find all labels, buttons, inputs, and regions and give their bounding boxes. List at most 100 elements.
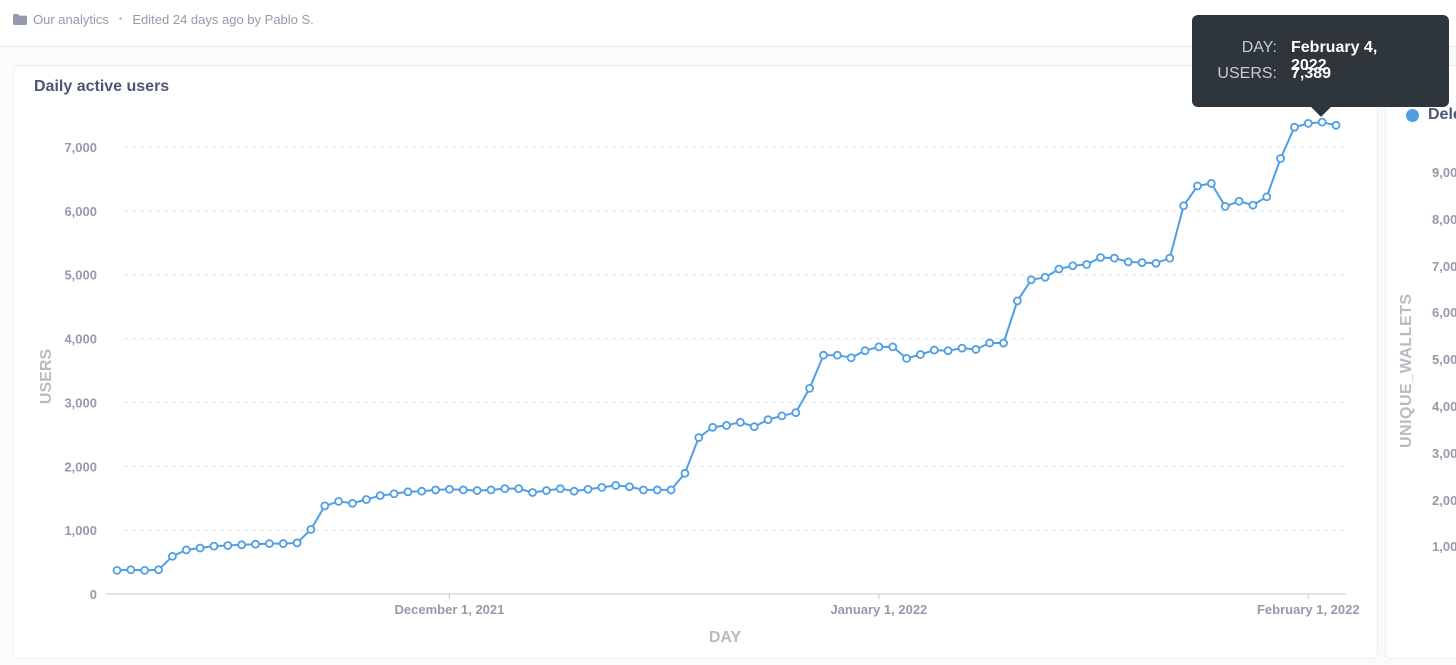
data-point[interactable] [1082,260,1092,269]
data-point[interactable] [168,551,177,561]
data-point[interactable] [375,491,385,501]
data-point[interactable] [223,541,233,550]
data-point[interactable] [638,485,648,495]
data-point[interactable] [237,540,247,550]
data-point[interactable] [112,565,122,575]
data-point[interactable] [1290,122,1299,132]
data-point[interactable] [735,417,745,427]
card-title[interactable]: Daily active users [34,78,170,95]
data-point[interactable] [722,421,731,430]
data-point[interactable] [583,484,593,494]
data-point[interactable] [1262,192,1272,202]
data-point[interactable] [569,486,579,496]
data-point[interactable] [361,495,371,504]
side-chart-card: e Dele UNIQUE_WALLETS 9,008,007,006,005,… [1385,65,1456,659]
data-point[interactable] [763,415,773,425]
data-point[interactable] [320,501,330,511]
data-point[interactable] [888,342,898,352]
data-point[interactable] [1303,118,1313,128]
data-point[interactable] [181,545,191,555]
data-point[interactable] [209,541,219,551]
data-point[interactable] [278,539,288,548]
data-point[interactable] [306,525,316,534]
data-point[interactable] [1193,181,1202,191]
y-tick-label: 2,000 [64,459,97,474]
data-point[interactable] [486,485,496,495]
data-point[interactable] [1096,253,1105,262]
data-point[interactable] [971,345,981,354]
data-point[interactable] [1206,178,1216,188]
data-point[interactable] [929,345,939,355]
data-point[interactable] [819,350,828,360]
side-y-tick: 6,00 [1432,305,1456,321]
data-point[interactable] [999,338,1008,348]
data-point[interactable] [916,350,925,359]
data-point[interactable] [749,422,759,432]
data-point[interactable] [1234,196,1244,206]
data-point[interactable] [943,346,953,356]
data-point[interactable] [292,538,302,548]
data-point[interactable] [791,408,801,418]
line-chart[interactable]: 0 1,000 2,000 3,000 4,000 5,000 6,000 7,000 Dece… [14,66,1379,660]
data-point[interactable] [902,353,911,363]
data-point[interactable] [348,498,357,508]
data-point[interactable] [140,565,150,575]
data-point[interactable] [957,343,967,353]
data-point[interactable] [1151,258,1161,268]
data-point[interactable] [597,482,607,492]
data-point[interactable] [389,489,399,499]
data-point[interactable] [154,565,163,575]
data-point[interactable] [1012,296,1022,306]
data-point[interactable] [985,338,995,348]
data-point[interactable] [1165,253,1175,263]
data-point[interactable] [555,484,565,494]
data-point[interactable] [846,353,856,363]
data-point[interactable] [472,486,482,495]
data-point[interactable] [611,481,621,490]
data-point[interactable] [334,497,344,506]
data-point[interactable] [625,482,634,492]
data-point[interactable] [860,346,870,356]
data-point[interactable] [1054,264,1064,274]
collection-link[interactable]: Our analytics [33,12,109,27]
data-point[interactable] [417,486,427,496]
data-point[interactable] [1123,257,1133,267]
side-y-tick: 2,00 [1432,492,1456,508]
data-point[interactable] [528,488,537,497]
data-point[interactable] [832,350,842,360]
data-point[interactable] [874,342,884,352]
data-point[interactable] [445,484,454,494]
data-point[interactable] [1137,258,1147,267]
data-point[interactable] [694,433,704,442]
data-point[interactable] [805,383,815,393]
data-point[interactable] [680,468,690,478]
data-point[interactable] [264,539,274,548]
data-point[interactable] [1109,253,1119,263]
data-point[interactable] [1040,272,1050,282]
data-point[interactable] [1331,120,1341,130]
data-point[interactable] [1179,201,1189,211]
data-point[interactable] [777,411,787,421]
edited-info[interactable]: Edited 24 days ago by Pablo S. [132,12,314,27]
data-point[interactable] [1317,117,1327,127]
data-point[interactable] [514,484,524,494]
data-point[interactable] [403,487,413,497]
side-y-tick: 4,00 [1432,399,1456,414]
data-point[interactable] [1068,261,1078,271]
data-point[interactable] [666,485,676,495]
data-point[interactable] [542,486,551,495]
data-point[interactable] [126,565,136,575]
tooltip-users-value: 7,389 [1291,65,1332,82]
data-point[interactable] [652,485,662,495]
data-point[interactable] [500,484,510,494]
data-point[interactable] [251,539,260,549]
data-point[interactable] [1220,201,1230,211]
data-point[interactable] [195,543,205,553]
data-point[interactable] [1276,154,1285,163]
data-point[interactable] [1026,275,1036,285]
legend-item[interactable]: Dele [1428,106,1456,123]
data-point[interactable] [1248,200,1258,210]
data-point[interactable] [458,485,468,495]
data-point[interactable] [708,422,718,432]
data-point[interactable] [431,485,441,495]
